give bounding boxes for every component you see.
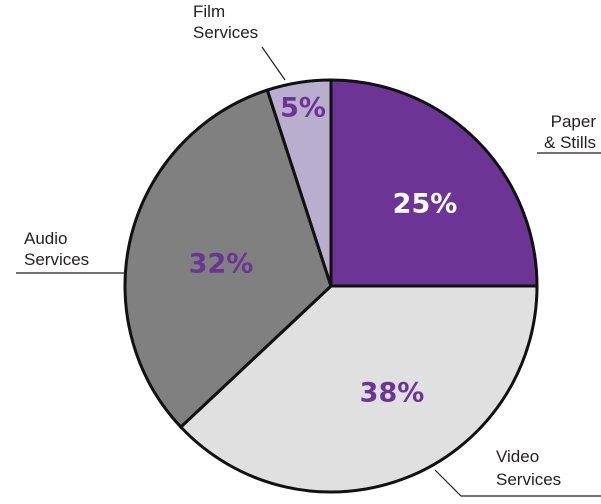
slice-category-label: Paper — [551, 112, 597, 131]
slice-value-label: 5% — [280, 93, 326, 124]
slice-category-label: & Stills — [544, 133, 596, 152]
pie-slice-video-services — [178, 284, 539, 494]
slice-category-label: Services — [24, 250, 89, 269]
slice-category-label: Services — [193, 23, 258, 42]
slice-value-label: 32% — [189, 249, 254, 280]
pie-slice-paper-stills — [329, 78, 539, 288]
pie-slice-film-services — [265, 78, 333, 287]
leader-line — [434, 469, 601, 497]
slice-category-label: Film — [193, 2, 225, 21]
slice-value-label: 38% — [360, 378, 425, 409]
slice-value-label: 25% — [393, 189, 458, 220]
slice-category-label: Audio — [24, 229, 67, 248]
pie-slice-audio-services — [123, 88, 333, 430]
leader-line — [261, 46, 286, 81]
slice-category-label: Services — [496, 470, 561, 489]
slice-category-label: Video — [496, 447, 539, 466]
